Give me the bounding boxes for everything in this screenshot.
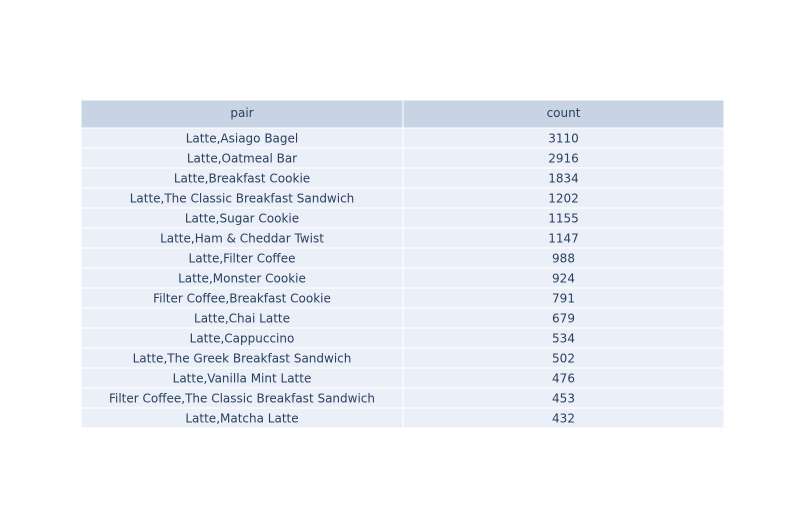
column-header-count: count [547,106,581,120]
pair-cell: Latte,Ham & Cheddar Twist [160,232,324,246]
count-cell: 534 [552,332,575,346]
pair-cell: Latte,Chai Latte [194,312,290,326]
pair-cell: Filter Coffee,The Classic Breakfast Sand… [109,392,375,406]
pair-cell: Filter Coffee,Breakfast Cookie [153,292,331,306]
pair-cell: Latte,Breakfast Cookie [174,172,310,186]
pair-cell: Latte,Oatmeal Bar [187,152,297,166]
table-svg: pair count Latte,Asiago Bagel 3110 Latte,Oat… [81,100,724,428]
count-cell: 988 [552,252,575,266]
count-cell: 1147 [548,232,579,246]
count-cell: 1155 [548,212,579,226]
pair-cell: Latte,Asiago Bagel [186,132,299,146]
pair-cell: Latte,Matcha Latte [185,412,298,426]
count-cell: 791 [552,292,575,306]
count-cell: 432 [552,412,575,426]
header-cell [402,100,724,129]
data-table: pair count Latte,Asiago Bagel 3110 Latte,Oat… [81,100,724,428]
count-cell: 2916 [548,152,579,166]
count-cell: 3110 [548,132,579,146]
count-cell: 924 [552,272,575,286]
count-cell: 1834 [548,172,579,186]
table-cell [402,407,724,428]
pair-cell: Latte,The Classic Breakfast Sandwich [130,192,355,206]
count-cell: 453 [552,392,575,406]
pair-cell: Latte,Cappuccino [190,332,295,346]
count-cell: 679 [552,312,575,326]
pair-cell: Latte,Vanilla Mint Latte [173,372,312,386]
count-cell: 502 [552,352,575,366]
column-header-pair: pair [230,106,253,120]
count-cell: 476 [552,372,575,386]
count-cell: 1202 [548,192,579,206]
pair-cell: Latte,The Greek Breakfast Sandwich [133,352,352,366]
pair-cell: Latte,Monster Cookie [178,272,306,286]
pair-cell: Latte,Sugar Cookie [185,212,299,226]
pair-cell: Latte,Filter Coffee [189,252,296,266]
